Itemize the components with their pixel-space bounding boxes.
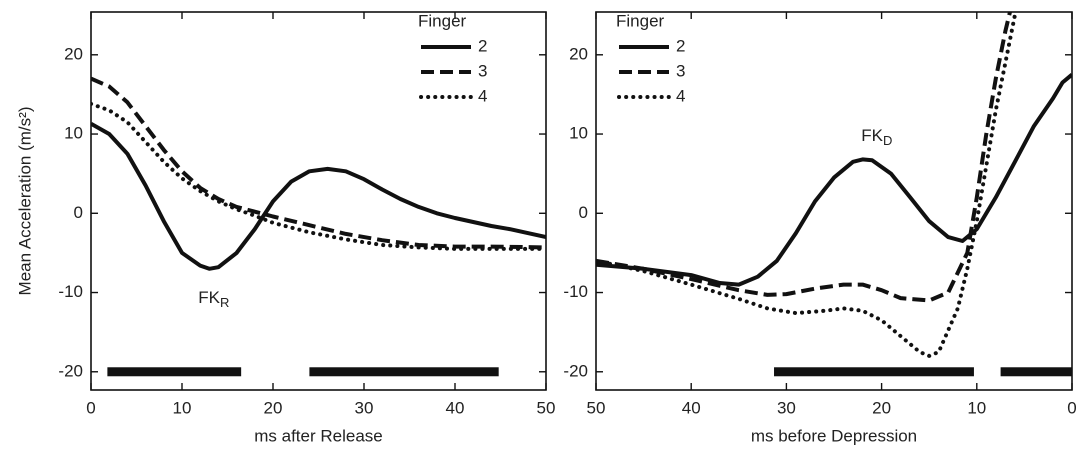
significance-bar	[107, 367, 242, 377]
y-tick-label: -10	[58, 282, 83, 301]
series-line	[596, 12, 1013, 303]
x-tick-label: 50	[537, 398, 556, 417]
x-tick-label: 30	[355, 398, 374, 417]
annotation-subscript: R	[220, 295, 229, 310]
series-line	[596, 12, 1018, 358]
series-group	[596, 12, 1072, 377]
significance-bar	[1000, 367, 1072, 377]
series-line	[91, 121, 546, 271]
y-tick-label: -10	[563, 282, 588, 301]
x-tick-label: 40	[682, 398, 701, 417]
legend-label: 4	[478, 86, 487, 105]
panel: -20 -10 0 10 20 50 40 30 20 10 0 ms before Depressi…	[563, 11, 1076, 445]
legend-label: 3	[478, 61, 487, 80]
y-tick-label: 20	[569, 44, 588, 63]
x-tick-label: 0	[1067, 398, 1076, 417]
x-tick-label: 20	[872, 398, 891, 417]
annotation: FKD	[861, 127, 892, 149]
series-line	[91, 101, 546, 251]
y-tick-label: 10	[569, 124, 588, 143]
annotation: FKR	[198, 288, 229, 310]
x-tick-label: 20	[264, 398, 283, 417]
legend-label: 2	[478, 36, 487, 55]
x-axis-label: ms before Depression	[751, 426, 917, 445]
y-tick-label: 0	[579, 203, 588, 222]
plot-frame	[90, 11, 547, 391]
legend-label: 3	[676, 61, 685, 80]
annotation-subscript: D	[883, 134, 892, 149]
y-tick-label: 0	[74, 203, 83, 222]
y-tick-label: 10	[64, 124, 83, 143]
x-axis-label: ms after Release	[254, 426, 383, 445]
panel: -20 -10 0 10 20 0 10 20 30 40 50 ms after Release Me…	[15, 11, 555, 445]
y-axis-label: Mean Acceleration (m/s²)	[15, 107, 34, 296]
y-tick-label: -20	[58, 361, 83, 380]
x-tick-label: 10	[967, 398, 986, 417]
annotation-text: FK	[198, 288, 220, 307]
x-tick-label: 40	[446, 398, 465, 417]
plot-frame	[595, 11, 1073, 391]
y-tick-label: -20	[563, 361, 588, 380]
legend-label: 4	[676, 86, 685, 105]
x-tick-label: 30	[777, 398, 796, 417]
legend-title: Finger	[616, 11, 665, 30]
series-line	[596, 73, 1072, 287]
significance-bar	[309, 367, 499, 377]
series-group	[91, 76, 546, 377]
x-tick-label: 0	[86, 398, 95, 417]
significance-bar	[774, 367, 974, 377]
series-line	[91, 76, 546, 250]
legend-title: Finger	[418, 11, 467, 30]
legend-label: 2	[676, 36, 685, 55]
annotation-text: FK	[861, 127, 883, 146]
x-tick-label: 10	[173, 398, 192, 417]
x-tick-label: 50	[587, 398, 606, 417]
y-tick-label: 20	[64, 44, 83, 63]
